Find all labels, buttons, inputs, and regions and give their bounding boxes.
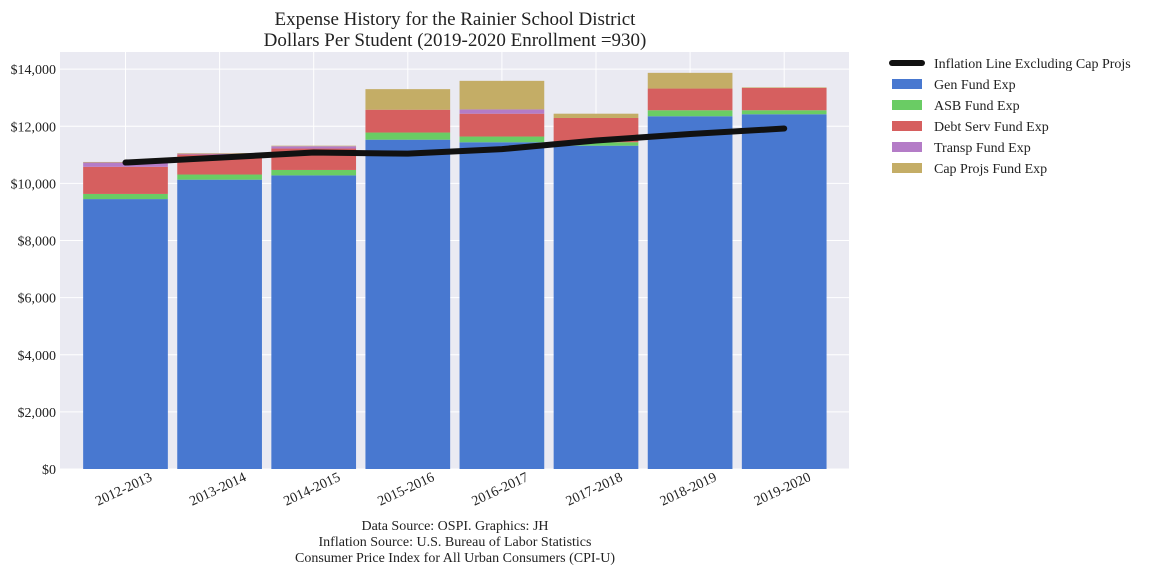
source-line-1: Data Source: OSPI. Graphics: JH — [361, 519, 548, 534]
bar-segment — [365, 109, 451, 133]
bar-segment — [741, 110, 827, 115]
bar-segment — [271, 146, 357, 149]
bar-segment — [365, 139, 451, 469]
y-tick-label: $4,000 — [18, 349, 57, 364]
bar-segment — [177, 179, 262, 470]
x-tick-label: 2018-2019 — [658, 470, 719, 509]
y-tick-label: $12,000 — [11, 120, 57, 135]
y-tick-label: $10,000 — [11, 177, 57, 192]
y-tick-label: $2,000 — [18, 406, 57, 421]
bar-segment — [459, 109, 545, 114]
bars — [83, 72, 827, 470]
legend-swatch — [892, 79, 922, 89]
bar-segment — [553, 142, 639, 146]
bar-segment — [177, 174, 262, 180]
chart-title: Expense History for the Rainier School D… — [275, 9, 637, 30]
y-tick-label: $8,000 — [18, 235, 57, 250]
bar-segment — [553, 145, 639, 469]
bar-segment — [365, 89, 451, 110]
bar-segment — [553, 113, 639, 118]
x-tick-label: 2019-2020 — [752, 470, 813, 509]
bar-segment — [83, 193, 168, 200]
y-axis-ticks: $0 $2,000 $4,000 $6,000 $8,000 $10,000 $12,000… — [11, 63, 57, 478]
bar-segment — [647, 88, 733, 111]
legend-swatch — [892, 121, 922, 131]
x-axis-ticks: 2012-2013 2013-2014 2014-2015 2015-2016 2016… — [93, 470, 813, 509]
source-notes: Data Source: OSPI. Graphics: JH Inflatio… — [295, 519, 615, 566]
bar-segment — [83, 166, 168, 194]
y-tick-label: $14,000 — [11, 63, 57, 78]
bar-segment — [741, 114, 827, 470]
y-tick-label: $0 — [42, 463, 56, 478]
bar-segment — [83, 199, 168, 469]
bar-segment — [459, 113, 545, 137]
legend: Inflation Line Excluding Cap Projs Gen Fu… — [889, 57, 1131, 177]
bar-segment — [741, 87, 827, 111]
inflation-line — [122, 125, 788, 166]
y-tick-label: $6,000 — [18, 292, 57, 307]
legend-swatch — [892, 100, 922, 110]
bar-segment — [365, 132, 451, 140]
bar-segment — [647, 116, 733, 469]
bar-segment — [177, 153, 262, 155]
x-tick-label: 2013-2014 — [187, 470, 248, 509]
bar-segment — [271, 169, 357, 176]
bar-segment — [271, 175, 357, 470]
x-tick-label: 2017-2018 — [564, 470, 625, 509]
bar-segment — [177, 153, 262, 154]
bar-segment — [647, 72, 733, 89]
source-line-3: Consumer Price Index for All Urban Consu… — [295, 551, 615, 566]
bar-segment — [271, 145, 357, 147]
bar-segment — [741, 87, 827, 88]
x-tick-label: 2015-2016 — [376, 470, 437, 509]
legend-label: Debt Serv Fund Exp — [934, 120, 1049, 135]
legend-label: Inflation Line Excluding Cap Projs — [934, 57, 1131, 72]
x-tick-label: 2012-2013 — [93, 470, 154, 509]
source-line-2: Inflation Source: U.S. Bureau of Labor S… — [319, 535, 592, 550]
chart-subtitle: Dollars Per Student (2019-2020 Enrollmen… — [264, 30, 647, 51]
legend-label: Gen Fund Exp — [934, 78, 1016, 93]
x-tick-label: 2014-2015 — [282, 470, 343, 509]
legend-label: Cap Projs Fund Exp — [934, 162, 1047, 177]
x-tick-label: 2016-2017 — [470, 470, 531, 509]
bar-segment — [459, 142, 545, 469]
legend-swatch — [892, 142, 922, 152]
inflation-line-layer — [122, 125, 788, 166]
bar-segment — [459, 80, 545, 110]
legend-label: Transp Fund Exp — [934, 141, 1031, 156]
legend-swatch — [892, 163, 922, 173]
legend-label: ASB Fund Exp — [934, 99, 1020, 114]
bar-segment — [647, 110, 733, 117]
bar-segment — [459, 136, 545, 143]
